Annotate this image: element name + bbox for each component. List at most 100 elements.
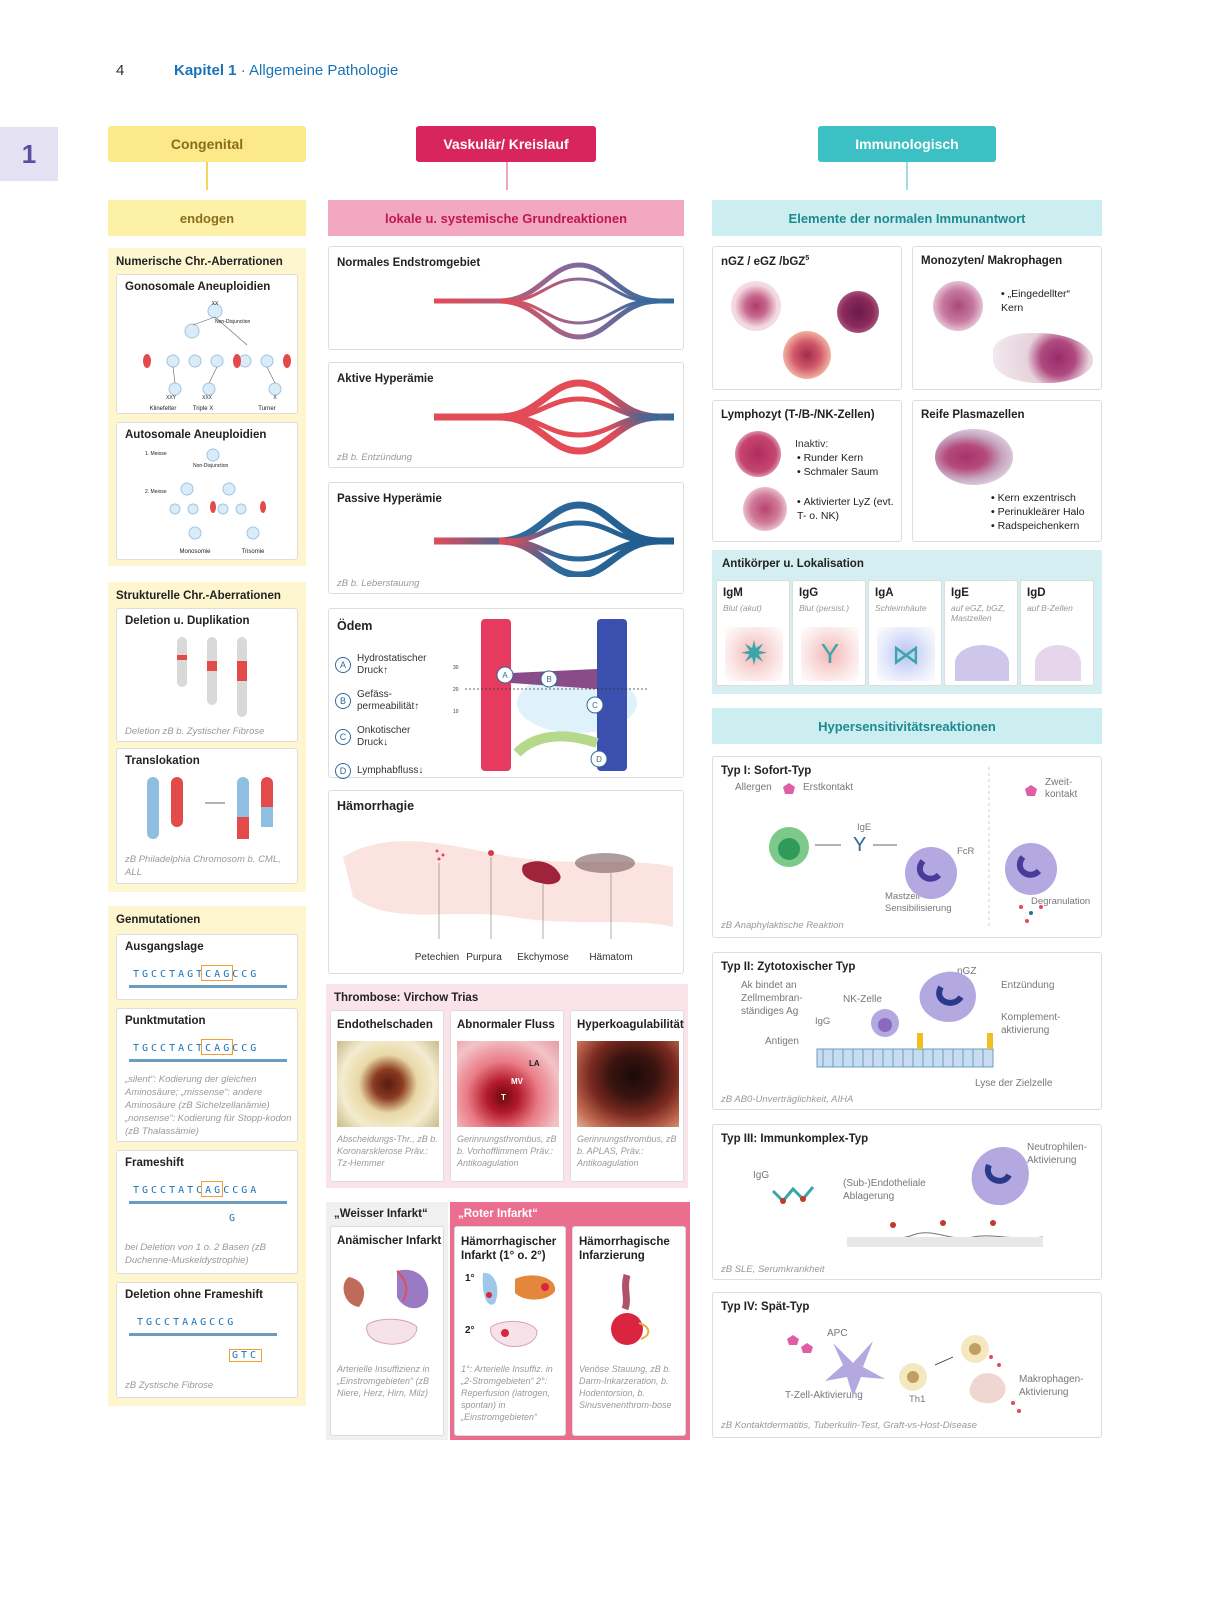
- plasma-panel: Reife Plasmazellen Kern exzentrisch Peri…: [912, 400, 1102, 542]
- monocyte-list: „Eingedellter“ Kern: [1001, 287, 1091, 315]
- hypercoag-image: [577, 1041, 679, 1127]
- hypercoag-title: Hyperkoagulabilität: [577, 1019, 684, 1031]
- vascular-subheader: lokale u. systemische Grundreaktionen: [328, 200, 684, 236]
- hemorrhagic-mark-1: 1°: [465, 1273, 475, 1284]
- ausgangslage-strand: [129, 985, 287, 988]
- hypercoag-caption: Gerinnungsthrombus, zB b. APLAS, Präv.: …: [577, 1134, 677, 1168]
- active-vessel-diagram: [434, 379, 674, 455]
- iga-name: IgA: [875, 587, 894, 599]
- igg-panel: IgG Blut (persist.) Y: [792, 580, 866, 686]
- frameshift-sequence: TGCCTATCAGCCGA: [133, 1185, 260, 1196]
- inactive-lymphocyte-cell: [735, 431, 781, 477]
- hemorrhagic-infarct-diagram: 1° 2°: [465, 1272, 556, 1347]
- frameshift-insert: G: [229, 1213, 239, 1224]
- frameshift-caption: bei Deletion von 1 o. 2 Basen (zB Duchen…: [125, 1242, 267, 1266]
- ausgangslage-title: Ausgangslage: [125, 941, 204, 953]
- gono-name-1: Klinefelter: [150, 406, 177, 412]
- type1-second-contact: Zweit-kontakt: [1045, 777, 1078, 800]
- monocyte-cell: [933, 281, 983, 331]
- edema-item-d: Lymphabfluss↓: [357, 765, 424, 776]
- flow-label-mv: MV: [511, 1077, 523, 1086]
- gono-label-2: XXX: [202, 395, 213, 401]
- structural-title: Strukturelle Chr.-Aberrationen: [116, 590, 281, 602]
- ausgangslage-highlight: [201, 965, 233, 981]
- chapter-separator: ·: [236, 62, 250, 79]
- basophil-cell: [837, 291, 879, 333]
- passive-vessel-diagram: [434, 501, 674, 577]
- translocation-caption: zB Philadelphia Chromosom b. CML, ALL: [125, 854, 281, 878]
- translocation-title: Translokation: [125, 755, 200, 767]
- white-infarct-title: „Weisser Infarkt“: [334, 1208, 428, 1220]
- frameshift-highlight: [201, 1181, 223, 1197]
- edema-item-c: Onkotischer Druck↓: [357, 725, 411, 748]
- type3-diagram: [771, 1146, 1044, 1247]
- endothel-image: [337, 1041, 439, 1127]
- auto-nd-label: Non-Disjunction: [193, 463, 229, 469]
- hemorrhagic-infarct-panel: Hämorrhagischer Infarkt (1° o. 2°) 1° 2°…: [454, 1226, 566, 1436]
- edema-key-c: C: [335, 729, 351, 745]
- ige-location: auf eGZ, bGZ, Mastzellen: [951, 603, 1006, 623]
- deletion-caption: Deletion zB b. Zystischer Fibrose: [125, 726, 265, 737]
- eosinophil-cell: [783, 331, 831, 379]
- type2-label-ak: Ak bindet an Zellmembran-ständiges Ag: [741, 980, 803, 1017]
- type3-label-igg: IgG: [753, 1170, 770, 1181]
- vascular-header: Vaskulär/ Kreislauf: [416, 126, 596, 162]
- edema-key-a: A: [335, 657, 351, 673]
- type1-title: Typ I: Sofort-Typ: [721, 765, 812, 777]
- edema-item-b: Gefäss-permeabilität↑: [357, 689, 420, 712]
- iga-icon: ⋈: [877, 627, 935, 681]
- edema-axis-30: 30: [453, 665, 459, 671]
- plasma-item-3: Radspeichenkern: [991, 519, 1099, 533]
- punktmutation-strand: [129, 1059, 287, 1062]
- macrophage-cell: [993, 333, 1093, 383]
- type4-label-th1: Th1: [909, 1394, 926, 1405]
- type4-title: Typ IV: Spät-Typ: [721, 1301, 810, 1313]
- gono-xx-label: XX: [212, 301, 219, 307]
- structural-section: Strukturelle Chr.-Aberrationen Deletion …: [108, 582, 306, 892]
- monocyte-title: Monozyten/ Makrophagen: [921, 255, 1063, 267]
- gono-name-2: Triple X: [193, 406, 213, 412]
- granulocyte-title: nGZ / eGZ /bGZ5: [721, 255, 809, 268]
- igg-icon: Y: [801, 627, 859, 681]
- ige-name: IgE: [951, 587, 969, 599]
- type4-label-tcell: T-Zell-Aktivierung: [785, 1390, 863, 1401]
- type2-label-nk: NK-Zelle: [843, 994, 882, 1005]
- autosomal-title: Autosomale Aneuploidien: [125, 429, 267, 441]
- immuno-header: Immunologisch: [818, 126, 996, 162]
- edema-axis-10: 10: [453, 709, 459, 715]
- type2-panel: Typ II: Zytotoxischer Typ Ak bindet an Z…: [712, 952, 1102, 1110]
- chapter-title: Allgemeine Pathologie: [249, 62, 399, 79]
- ige-panel: IgE auf eGZ, bGZ, Mastzellen: [944, 580, 1018, 686]
- edema-marker-a: A: [502, 671, 508, 680]
- gonosomal-title: Gonosomale Aneuploidien: [125, 281, 271, 293]
- igm-location: Blut (akut): [723, 603, 762, 613]
- type1-diagram: Y: [769, 767, 1057, 929]
- gonosomal-panel: Gonosomale Aneuploidien XX Non-Disjuncti…: [116, 274, 298, 414]
- deletion-title: Deletion u. Duplikation: [125, 615, 250, 627]
- auto-name-1: Monosomie: [179, 549, 211, 555]
- plasma-list: Kern exzentrisch Perinukleärer Halo Rads…: [991, 491, 1099, 533]
- thrombosis-title: Thrombose: Virchow Trias: [334, 992, 479, 1004]
- iga-panel: IgA Schleimhäute ⋈: [868, 580, 942, 686]
- type4-diagram: [787, 1335, 1021, 1413]
- hemorrhage-label-purpura: Purpura: [466, 952, 502, 963]
- deletion-nofs-strand: [129, 1333, 277, 1336]
- normal-panel: Normales Endstromgebiet: [328, 246, 684, 350]
- flow-label-la: LA: [529, 1059, 540, 1068]
- gono-nd-label: Non-Disjunction: [215, 319, 251, 325]
- vascular-arrow: [506, 162, 508, 190]
- passive-title: Passive Hyperämie: [337, 493, 442, 505]
- edema-marker-b: B: [546, 675, 551, 684]
- passive-panel: Passive Hyperämie zB b. Leberstauung: [328, 482, 684, 594]
- numerical-section: Numerische Chr.-Aberrationen Gonosomale …: [108, 248, 306, 566]
- antibody-title: Antikörper u. Lokalisation: [722, 558, 864, 570]
- edema-key-b: B: [335, 693, 351, 709]
- endogen-subheader: endogen: [108, 200, 306, 236]
- passive-caption: zB b. Leberstauung: [337, 578, 420, 589]
- frameshift-title: Frameshift: [125, 1157, 184, 1169]
- infarzierung-panel: Hämorrhagische Infarzierung Venöse Stauu…: [572, 1226, 686, 1436]
- edema-panel: Ödem A Hydrostatischer Druck↑ B Gefäss-per…: [328, 608, 684, 779]
- type2-label-ngz: nGZ: [957, 966, 977, 977]
- type1-caption: zB Anaphylaktische Reaktion: [721, 920, 844, 931]
- anemic-infarct-caption: Arterielle Insuffizienz in „Einstromgebi…: [337, 1364, 430, 1398]
